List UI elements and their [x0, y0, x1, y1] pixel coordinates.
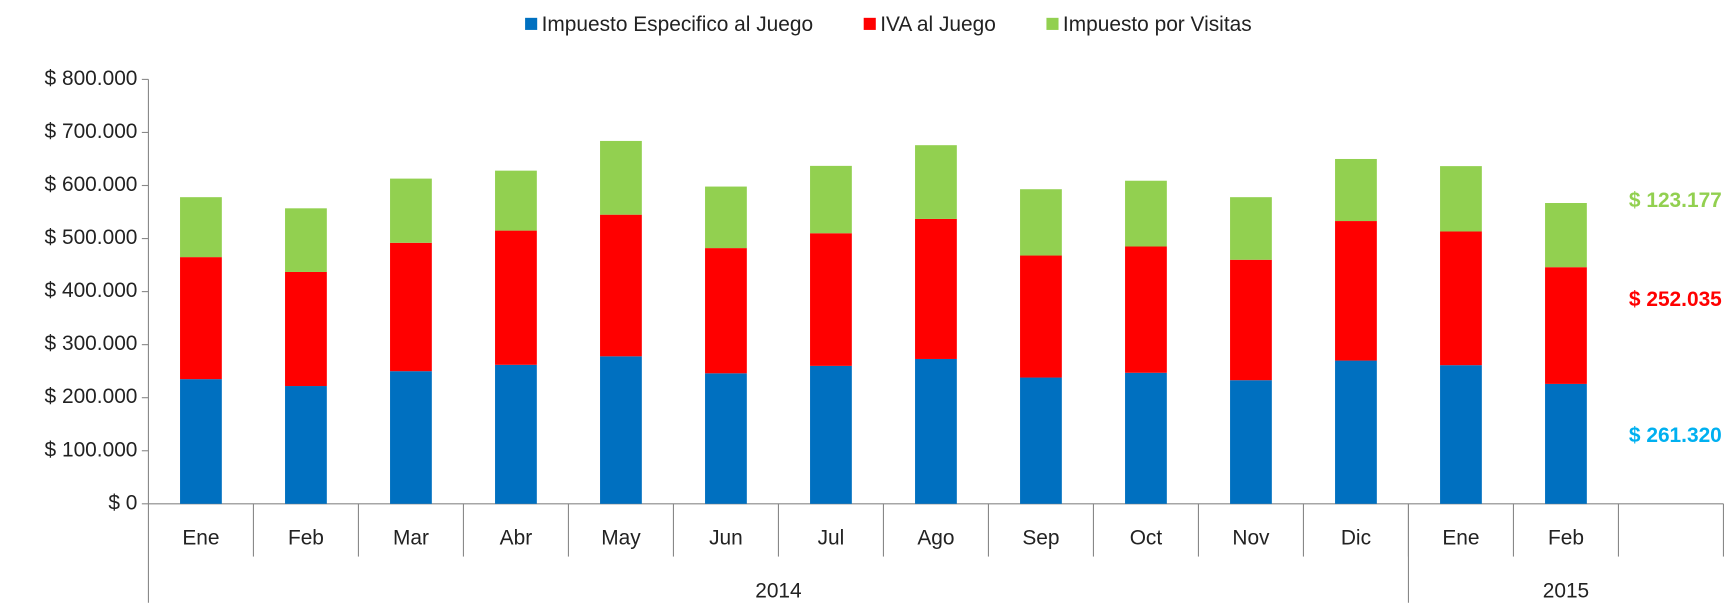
x-tick-label: Dic [1341, 527, 1371, 550]
legend-swatch [525, 17, 538, 30]
bar-segment [1440, 231, 1482, 366]
bar-segment [1545, 203, 1587, 268]
bar-segment [915, 145, 957, 219]
legend-label: Impuesto Especifico al Juego [542, 13, 814, 36]
group-label: 2014 [755, 579, 801, 602]
bar-segment [495, 170, 537, 231]
bar-segment [1125, 246, 1167, 373]
bar-segment [810, 165, 852, 234]
bar-segment [600, 356, 642, 504]
y-tick-label: $ 600.000 [45, 173, 138, 196]
bar-segment [915, 218, 957, 359]
bar-segment [390, 178, 432, 243]
bar-segment [1125, 180, 1167, 247]
x-tick-label: Jun [709, 527, 743, 550]
bar-segment [600, 140, 642, 215]
y-tick-label: $ 200.000 [45, 385, 138, 408]
bar-segment [810, 365, 852, 504]
x-tick-label: Feb [1548, 527, 1584, 550]
bar-segment [285, 208, 327, 272]
x-tick-label: Oct [1130, 527, 1163, 550]
bar-segment [1020, 189, 1062, 256]
y-tick-label: $ 300.000 [45, 332, 138, 355]
bar-segment [180, 197, 222, 258]
bar-segment [495, 230, 537, 365]
x-tick-label: May [601, 527, 641, 550]
bar-segment [1335, 221, 1377, 361]
bar-segment [705, 248, 747, 374]
y-tick-label: $ 100.000 [45, 438, 138, 461]
legend-label: Impuesto por Visitas [1063, 13, 1252, 36]
x-tick-label: Sep [1022, 527, 1059, 550]
y-tick-label: $ 500.000 [45, 226, 138, 249]
bar-segment [180, 379, 222, 504]
bar-segment [1230, 197, 1272, 260]
bar-segment [1545, 267, 1587, 384]
bar-segment [390, 242, 432, 372]
bar-segment [705, 186, 747, 249]
x-tick-label: Feb [288, 527, 324, 550]
bar-segment [1230, 259, 1272, 381]
annotation: $ 123.177 [1629, 189, 1722, 212]
x-tick-label: Abr [500, 527, 533, 550]
y-tick-label: $ 700.000 [45, 120, 138, 143]
legend-swatch [863, 17, 876, 30]
bar-segment [600, 214, 642, 357]
bar-segment [285, 271, 327, 387]
bar-segment [1020, 377, 1062, 504]
bar-segment [390, 371, 432, 504]
bar-segment [1335, 158, 1377, 222]
x-tick-label: Mar [393, 527, 429, 550]
bar-segment [495, 364, 537, 504]
y-tick-label: $ 0 [108, 491, 137, 514]
bar-segment [1335, 360, 1377, 504]
bar-segment [1230, 380, 1272, 504]
bar-segment [1020, 255, 1062, 378]
bar-segment [180, 257, 222, 380]
legend-label: IVA al Juego [880, 13, 996, 36]
bar-segment [285, 386, 327, 504]
x-tick-label: Ene [182, 527, 219, 550]
x-tick-label: Ene [1442, 527, 1479, 550]
bar-segment [1440, 365, 1482, 504]
x-tick-label: Nov [1232, 527, 1270, 550]
bar-segment [1545, 383, 1587, 504]
bar-segment [1125, 372, 1167, 504]
y-tick-label: $ 800.000 [45, 67, 138, 90]
group-label: 2015 [1543, 579, 1589, 602]
bar-segment [1440, 166, 1482, 232]
bar-segment [810, 233, 852, 366]
x-tick-label: Jul [818, 527, 845, 550]
annotation: $ 261.320 [1629, 424, 1722, 447]
y-tick-label: $ 400.000 [45, 279, 138, 302]
bar-segment [705, 373, 747, 504]
legend-swatch [1046, 17, 1059, 30]
annotation: $ 252.035 [1629, 288, 1722, 311]
bar-segment [915, 358, 957, 504]
x-tick-label: Ago [917, 527, 954, 550]
